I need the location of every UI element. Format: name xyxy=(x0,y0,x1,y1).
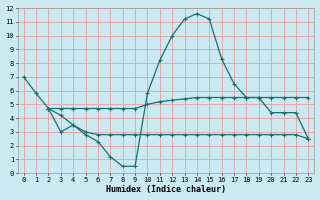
X-axis label: Humidex (Indice chaleur): Humidex (Indice chaleur) xyxy=(106,185,226,194)
